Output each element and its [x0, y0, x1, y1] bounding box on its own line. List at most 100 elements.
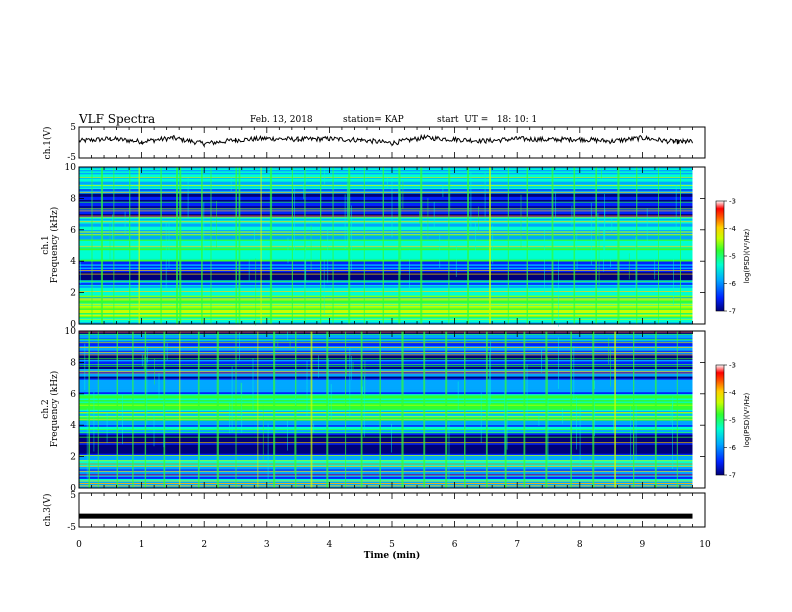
- colorbar-tick-label: -4: [729, 389, 737, 397]
- spectrogram-tone-line: [79, 485, 693, 487]
- spectrogram-tone-line: [79, 483, 693, 484]
- ch2-spectrogram-layer: [79, 331, 705, 489]
- spectrogram-band-row: [79, 262, 693, 265]
- spectrogram-burst: [210, 167, 212, 324]
- spectrogram-tone-line: [79, 281, 693, 282]
- spectrogram-band-row: [79, 198, 693, 201]
- time-tick-label: 5: [389, 540, 395, 550]
- spectrogram-band-row: [79, 228, 693, 231]
- time-tick-label: 7: [514, 540, 520, 550]
- spectrogram-band-row: [79, 400, 693, 402]
- spectrogram-sferic: [143, 355, 145, 372]
- spectrogram-tone-line: [79, 185, 693, 187]
- spectrogram-sferic: [675, 185, 677, 233]
- spectrogram-tone-line: [79, 480, 693, 482]
- spectrogram-sferic: [146, 356, 148, 425]
- spectrogram-tone-line: [79, 442, 693, 444]
- spectrogram-band-row: [79, 254, 693, 257]
- spectrogram-band-row: [79, 278, 693, 281]
- time-tick-label: 1: [139, 540, 145, 550]
- colorbar-ch2: -3 -4 -5 -6 -7 log(PSD)(V²/Hz): [715, 362, 751, 480]
- spectrogram-burst: [507, 167, 509, 324]
- spectrogram-band-row: [79, 356, 693, 359]
- spectrogram-tone-line: [79, 208, 693, 210]
- spectrogram-sferic: [352, 361, 354, 372]
- spectrogram-sferic: [654, 251, 656, 280]
- spectrogram-band-row: [79, 444, 693, 447]
- spectrogram-band-row: [79, 175, 693, 178]
- spectrogram-sferic: [199, 424, 200, 469]
- spectrogram-band-row: [79, 215, 693, 218]
- spectrogram-tone-line: [79, 354, 693, 356]
- spectrogram-sferic: [165, 222, 167, 292]
- spectrogram-band-row: [79, 305, 693, 308]
- spectrogram-sferic: [153, 414, 155, 447]
- spectrogram-band-row: [79, 190, 693, 193]
- ch1-spectrogram-panel: 0 2 4 6 8 10 ch.1 Frequency (kHz): [41, 163, 706, 330]
- spectrogram-sferic: [594, 380, 595, 389]
- spectrogram-ytick-label: 0: [70, 320, 76, 330]
- spectrogram-band-row: [79, 253, 693, 256]
- colorbar-tick-label: -7: [729, 308, 736, 316]
- spectrogram-tone-line: [79, 365, 693, 367]
- spectrogram-sferic: [433, 201, 435, 229]
- spectrogram-band-row: [79, 378, 693, 380]
- spectrogram-band-row: [79, 414, 693, 417]
- spectrogram-tone-line: [79, 339, 693, 340]
- spectrogram-band-row: [79, 347, 693, 350]
- spectrogram-burst: [176, 167, 178, 324]
- spectrogram-tone-line: [79, 419, 693, 420]
- spectrogram-ytick-label: 4: [70, 257, 76, 267]
- spectrogram-sferic: [576, 255, 578, 270]
- spectrogram-band-row: [79, 364, 693, 367]
- ch1-waveform-layer: [78, 133, 693, 149]
- spectrogram-band-row: [79, 196, 693, 199]
- spectrogram-burst: [570, 331, 572, 488]
- spectrogram-sferic: [254, 230, 255, 244]
- spectrogram-band-row: [79, 248, 693, 251]
- spectrogram-band-row: [79, 375, 693, 377]
- spectrogram-band-row: [79, 433, 693, 435]
- spectrogram-sferic: [239, 332, 240, 361]
- spectrogram-ytick-label: 8: [70, 194, 76, 204]
- spectrogram-burst: [91, 167, 93, 324]
- time-tick-label: 9: [640, 540, 646, 550]
- spectrogram-sferic: [201, 208, 203, 258]
- ch3-ytick-bottom: -5: [67, 523, 76, 533]
- spectrogram-sferic: [344, 194, 346, 250]
- ch1-waveform-xticks: [78, 127, 706, 158]
- spectrogram-sferic: [241, 383, 243, 434]
- ch1-line-trace: [78, 133, 693, 149]
- colorbar-ch2-label: log(PSD)(V²/Hz): [743, 392, 751, 447]
- spectrogram-sferic: [327, 227, 329, 284]
- spectrogram-band-row: [79, 418, 693, 421]
- spectrogram-burst: [467, 167, 469, 324]
- spectrogram-band-row: [79, 396, 693, 399]
- spectrogram-burst: [273, 331, 276, 488]
- spectrogram-sferic: [306, 361, 308, 417]
- spectrogram-band-row: [79, 251, 693, 254]
- spectrogram-band-row: [79, 259, 693, 262]
- spectrogram-band-row: [79, 450, 693, 453]
- spectrogram-band-row: [79, 314, 693, 317]
- spectrogram-burst: [345, 331, 347, 488]
- spectrogram-sferic: [603, 230, 604, 272]
- spectrogram-band-row: [79, 368, 693, 371]
- ch1-spectrogram-channel-label: ch.1: [41, 235, 51, 254]
- spectrogram-burst: [326, 331, 329, 488]
- time-tick-label: 4: [327, 540, 333, 550]
- spectrogram-sferic: [601, 168, 602, 180]
- spectrogram-tone-line: [79, 180, 693, 181]
- spectrogram-tone-line: [79, 342, 693, 344]
- spectrogram-band-row: [79, 171, 693, 174]
- spectrogram-sferic: [277, 341, 279, 350]
- spectrogram-band-row: [79, 389, 693, 391]
- colorbar-ch2-gradient: [715, 364, 725, 476]
- spectrogram-band-row: [79, 256, 693, 259]
- spectrogram-band-row: [79, 236, 693, 238]
- spectrogram-sferic: [84, 343, 86, 390]
- spectrogram-band-row: [79, 390, 693, 393]
- spectrogram-tone-line: [79, 460, 693, 462]
- colorbar-tick-label: -3: [729, 362, 736, 370]
- spectrogram-burst: [310, 331, 313, 488]
